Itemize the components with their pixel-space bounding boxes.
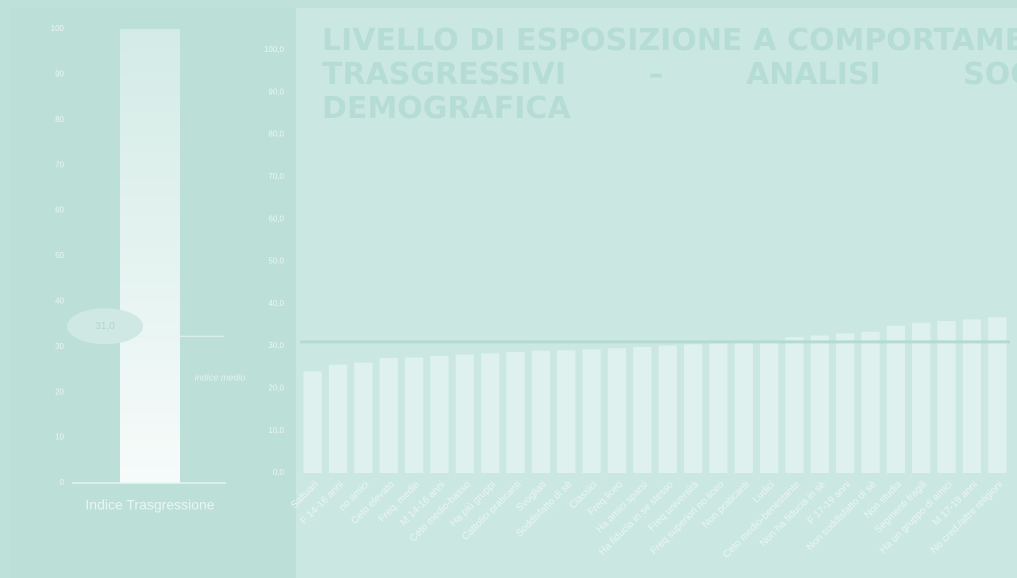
y-tick-label: 30,0 xyxy=(268,341,284,350)
value-label: 31,0 xyxy=(95,321,115,332)
bar xyxy=(810,335,829,473)
y-tick-label: 50,0 xyxy=(268,257,284,266)
bar xyxy=(785,337,804,473)
bar xyxy=(836,333,855,473)
title-area: LIVELLO DI ESPOSIZIONE A COMPORTAMENTI T… xyxy=(296,10,1017,578)
bar xyxy=(607,348,627,473)
y-tick-label: 20,0 xyxy=(268,384,284,393)
bar xyxy=(379,357,398,473)
bar xyxy=(354,362,373,473)
bar xyxy=(582,349,601,473)
y-tick-label: 40 xyxy=(55,297,64,306)
bar xyxy=(404,357,424,473)
y-tick-label: 60,0 xyxy=(268,214,284,223)
bar xyxy=(683,344,703,473)
y-tick-label: 90,0 xyxy=(268,87,284,96)
y-tick-label: 70 xyxy=(55,160,64,169)
y-tick-label: 50 xyxy=(55,251,64,260)
bar xyxy=(328,364,348,473)
annotation: indice medio xyxy=(195,373,246,383)
bar xyxy=(709,343,728,473)
y-tick-label: 20 xyxy=(55,387,64,396)
bar xyxy=(633,346,652,473)
bar xyxy=(531,350,551,473)
y-tick-label: 100 xyxy=(51,24,65,33)
y-tick-label: 30 xyxy=(55,342,64,351)
bar xyxy=(455,354,474,473)
y-tick-label: 70,0 xyxy=(268,172,284,181)
value-marker xyxy=(67,308,143,345)
bar-panel xyxy=(296,8,1017,578)
y-tick-label: 100,0 xyxy=(264,45,285,54)
bar xyxy=(506,352,525,473)
y-tick-label: 10,0 xyxy=(268,426,284,435)
bar xyxy=(430,355,449,473)
bar xyxy=(557,350,576,473)
bar xyxy=(658,345,677,473)
gauge-title: Indice Trasgressione xyxy=(85,497,214,513)
y-tick-label: 40,0 xyxy=(268,299,284,308)
bar xyxy=(734,342,753,473)
bar xyxy=(962,319,982,473)
bar xyxy=(759,340,779,473)
y-tick-label: 10 xyxy=(55,433,64,442)
bar xyxy=(988,317,1007,473)
bar xyxy=(912,322,931,473)
y-tick-label: 0,0 xyxy=(273,468,285,477)
y-tick-label: 80,0 xyxy=(268,130,284,139)
y-tick-label: 90 xyxy=(55,70,64,79)
chart-title: LIVELLO DI ESPOSIZIONE A COMPORTAMENTI T… xyxy=(322,23,1017,126)
y-tick-label: 0 xyxy=(60,478,65,487)
y-tick-label: 80 xyxy=(55,115,64,124)
gauge-column xyxy=(120,29,180,483)
bar xyxy=(937,321,956,473)
bar xyxy=(861,331,880,473)
y-tick-label: 60 xyxy=(55,206,64,215)
bar xyxy=(303,371,322,473)
bar xyxy=(886,325,906,473)
bar xyxy=(481,353,500,473)
